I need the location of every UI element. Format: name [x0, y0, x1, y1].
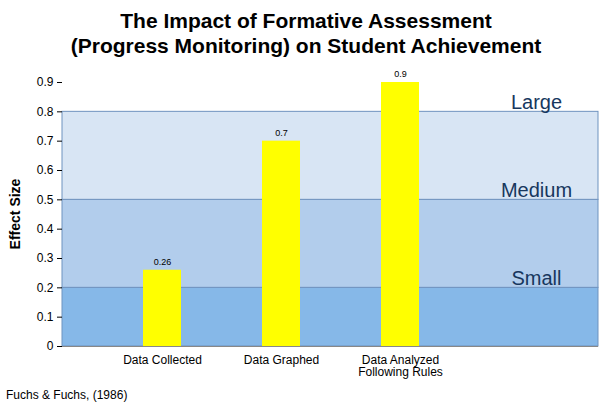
html-text:The Impact of Formative Assess: The Impact of Formative Assessment — [120, 9, 492, 32]
svg-text:Small: Small — [511, 267, 561, 289]
svg-text:0.7: 0.7 — [275, 128, 288, 138]
svg-text:Data Collected: Data Collected — [123, 353, 202, 367]
html-text:Fuchs & Fuchs, (1986): Fuchs & Fuchs, (1986) — [6, 388, 128, 402]
svg-text:Data Graphed: Data Graphed — [244, 353, 319, 367]
svg-text:0.26: 0.26 — [154, 257, 172, 267]
svg-text:0.7: 0.7 — [37, 134, 54, 148]
svg-text:0: 0 — [47, 339, 54, 353]
html-text:(Progress Monitoring) on Stude: (Progress Monitoring) on Student Achieve… — [70, 34, 542, 57]
svg-text:0.4: 0.4 — [37, 222, 54, 236]
svg-text:0.1: 0.1 — [37, 310, 54, 324]
svg-text:Medium: Medium — [501, 179, 572, 201]
svg-text:0.9: 0.9 — [37, 75, 54, 89]
svg-text:Data AnalyzedFollowing Rules: Data AnalyzedFollowing Rules — [358, 353, 443, 379]
svg-text:0.2: 0.2 — [37, 281, 54, 295]
svg-text:Effect Size: Effect Size — [7, 178, 23, 249]
svg-text:0.8: 0.8 — [37, 105, 54, 119]
svg-text:0.3: 0.3 — [37, 251, 54, 265]
svg-text:0.6: 0.6 — [37, 163, 54, 177]
svg-text:0.9: 0.9 — [394, 69, 407, 79]
svg-text:0.5: 0.5 — [37, 193, 54, 207]
svg-text:Large: Large — [511, 91, 562, 113]
